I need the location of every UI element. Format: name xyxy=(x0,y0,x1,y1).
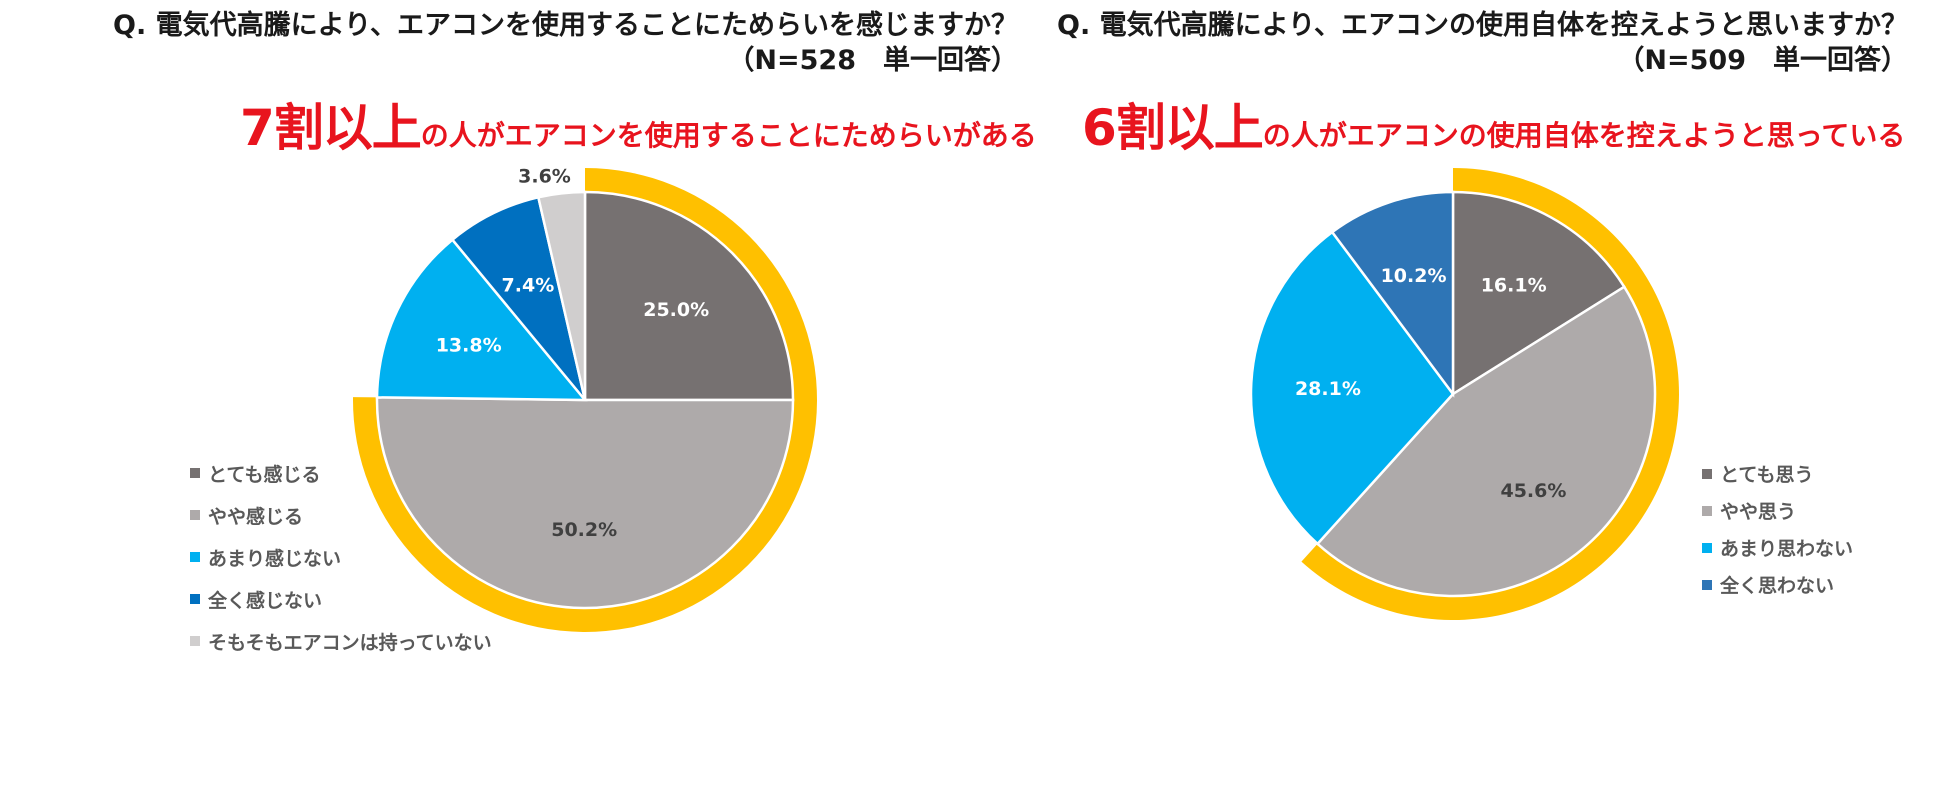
legend-label: あまり思わない xyxy=(1720,538,1854,560)
legend-label: とても感じる xyxy=(208,463,321,486)
chart1-slice-4 xyxy=(450,195,587,401)
chart2-slice-4 xyxy=(1330,190,1455,398)
chart2-slice-1-label: 16.1% xyxy=(1481,274,1547,296)
chart2-legend-item-1: とても思う xyxy=(1702,455,1853,492)
chart2-highlight-ring xyxy=(1301,168,1679,620)
legend-label: あまり感じない xyxy=(208,547,342,570)
legend-swatch xyxy=(190,510,200,520)
chart1-sample-size: （N=528 単一回答） xyxy=(727,45,1018,76)
chart2-slice-2-label: 45.6% xyxy=(1500,480,1566,502)
legend-label: 全く思わない xyxy=(1720,575,1835,597)
chart1-slice-1-label: 25.0% xyxy=(643,299,709,321)
chart1-legend-item-5: そもそもエアコンは持っていない xyxy=(190,620,492,662)
chart1-slice-3-label: 13.8% xyxy=(436,334,502,356)
chart2-slice-2 xyxy=(1315,285,1657,598)
chart1-legend-item-4: 全く感じない xyxy=(190,578,492,620)
legend-swatch xyxy=(1702,579,1712,590)
chart1-slice-4-label: 7.4% xyxy=(502,274,555,296)
chart2-slice-3 xyxy=(1249,230,1455,546)
legend-label: 全く感じない xyxy=(208,589,323,612)
chart2-slice-3-label: 28.1% xyxy=(1295,378,1361,400)
legend-label: とても思う xyxy=(1720,464,1814,486)
chart2-slice-1 xyxy=(1451,190,1626,397)
legend-swatch xyxy=(190,594,200,604)
chart2-headline-rest: の人がエアコンの使用自体を控えようと思っている xyxy=(1262,119,1906,152)
chart1-legend: とても感じる やや感じるあまり感じない 全く感じないそもそもエアコンは持っていない xyxy=(190,452,492,662)
legend-swatch xyxy=(190,636,200,646)
chart1-slice-2 xyxy=(375,396,795,610)
chart1-question-text: Q. 電気代高騰により、エアコンを使用することにためらいを感じますか？ xyxy=(113,10,1018,41)
chart1-slice-2-label: 50.2% xyxy=(551,519,617,541)
chart1-slice-3 xyxy=(375,237,588,402)
chart1-legend-item-3: あまり感じない xyxy=(190,536,492,578)
legend-swatch xyxy=(190,468,200,478)
chart1-legend-item-2: やや感じる xyxy=(190,494,492,536)
chart1-headline-rest: の人がエアコンを使用することにためらいがある xyxy=(420,119,1037,152)
legend-swatch xyxy=(190,552,200,562)
chart1-slice-5 xyxy=(536,190,587,401)
chart1-headline: 7割以上の人がエアコンを使用することにためらいがある xyxy=(240,88,1037,160)
legend-label: やや思う xyxy=(1720,501,1797,523)
chart1-slice-5-label: 3.6% xyxy=(518,165,571,187)
chart2-legend-item-3: あまり思わない xyxy=(1702,529,1853,566)
chart1-question: Q. 電気代高騰により、エアコンを使用することにためらいを感じますか？ （N=5… xyxy=(20,8,1018,78)
legend-label: そもそもエアコンは持っていない xyxy=(208,631,492,654)
chart2-sample-size: （N=509 単一回答） xyxy=(1617,45,1908,76)
chart2-legend-item-2: やや思う xyxy=(1702,492,1853,529)
chart2-legend-item-4: 全く思わない xyxy=(1702,566,1853,603)
chart1-slice-1 xyxy=(583,190,795,402)
chart2-headline-big: 6割以上 xyxy=(1082,99,1264,157)
chart2-question-text: Q. 電気代高騰により、エアコンの使用自体を控えようと思いますか？ xyxy=(1057,10,1908,41)
chart2-question: Q. 電気代高騰により、エアコンの使用自体を控えようと思いますか？ （N=509… xyxy=(1000,8,1908,78)
chart2-slice-4-label: 10.2% xyxy=(1381,265,1447,287)
chart1-headline-big: 7割以上 xyxy=(240,99,422,157)
legend-swatch xyxy=(1702,468,1712,479)
chart1-legend-item-1: とても感じる xyxy=(190,452,492,494)
chart2-legend: とても思うやや思うあまり思わない 全く思わない xyxy=(1702,455,1853,603)
legend-label: やや感じる xyxy=(208,505,304,528)
legend-swatch xyxy=(1702,542,1712,553)
legend-swatch xyxy=(1702,505,1712,516)
chart2-headline: 6割以上の人がエアコンの使用自体を控えようと思っている xyxy=(1082,88,1905,160)
